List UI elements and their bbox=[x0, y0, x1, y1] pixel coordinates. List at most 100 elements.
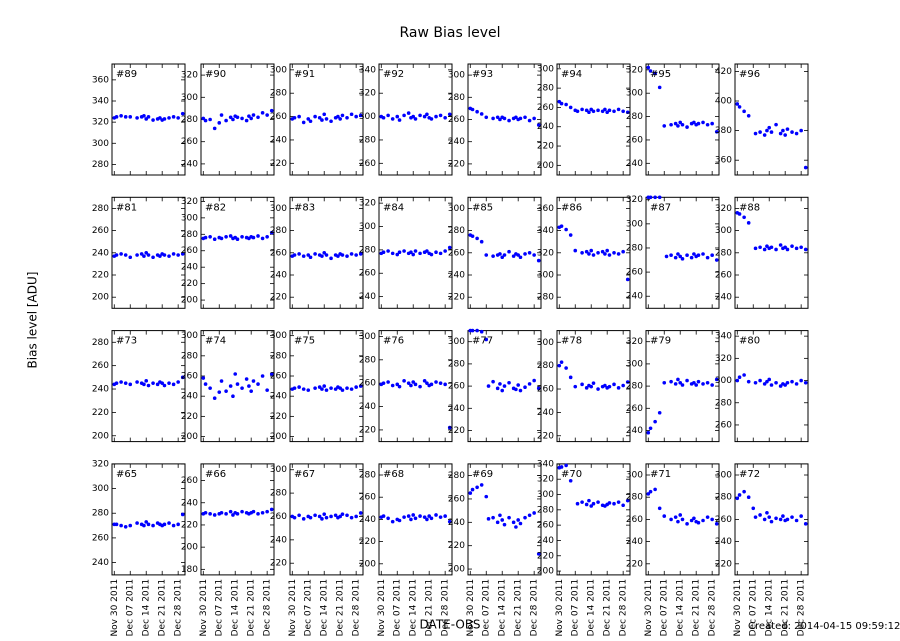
point bbox=[470, 234, 475, 238]
panel-frame bbox=[200, 330, 275, 443]
y-tick-label: 220 bbox=[537, 551, 554, 561]
y-tick-label: 240 bbox=[181, 159, 198, 169]
point bbox=[235, 512, 240, 516]
y-tick-label: 360 bbox=[537, 204, 554, 214]
panel-frame bbox=[200, 463, 275, 576]
point bbox=[251, 379, 256, 383]
point bbox=[308, 255, 313, 260]
point bbox=[580, 107, 584, 112]
point bbox=[128, 115, 133, 119]
point bbox=[358, 113, 363, 118]
point bbox=[612, 109, 616, 114]
x-tick-label: Dec 07 2011 bbox=[482, 579, 492, 637]
point bbox=[502, 253, 507, 257]
point bbox=[180, 111, 185, 116]
point bbox=[491, 116, 495, 121]
point bbox=[767, 515, 772, 519]
point bbox=[224, 389, 228, 393]
x-tick-label: Dec 28 2011 bbox=[441, 579, 451, 637]
point bbox=[575, 109, 580, 114]
point bbox=[612, 251, 616, 255]
point bbox=[518, 116, 523, 121]
point bbox=[146, 383, 151, 388]
point bbox=[162, 383, 167, 388]
point bbox=[527, 251, 532, 255]
point bbox=[447, 519, 452, 524]
y-tick-label: 240 bbox=[626, 426, 643, 436]
point bbox=[758, 130, 762, 134]
point bbox=[249, 389, 253, 393]
y-tick-label: 260 bbox=[92, 226, 109, 236]
point bbox=[413, 382, 418, 387]
y-tick-label: 320 bbox=[626, 65, 643, 75]
point bbox=[406, 111, 411, 115]
point bbox=[142, 254, 146, 258]
panel-frame bbox=[645, 196, 720, 309]
point bbox=[114, 115, 119, 119]
point bbox=[484, 253, 489, 257]
point bbox=[621, 249, 625, 254]
point bbox=[301, 517, 306, 521]
x-tick-label: Dec 21 2011 bbox=[247, 579, 257, 637]
point bbox=[514, 115, 518, 120]
point bbox=[313, 513, 317, 518]
y-tick-label: 260 bbox=[270, 112, 287, 122]
y-tick-label: 220 bbox=[270, 559, 287, 569]
x-tick-label: Dec 14 2011 bbox=[498, 579, 508, 637]
point bbox=[358, 384, 363, 388]
point bbox=[799, 378, 803, 383]
point bbox=[381, 381, 386, 385]
point bbox=[536, 552, 541, 556]
point bbox=[231, 513, 235, 517]
point bbox=[673, 515, 678, 519]
point bbox=[669, 379, 673, 384]
point bbox=[516, 253, 520, 257]
point bbox=[527, 118, 532, 123]
y-tick-label: 240 bbox=[270, 271, 287, 281]
y-tick-label: 320 bbox=[537, 475, 554, 485]
y-tick-label: 240 bbox=[537, 408, 554, 418]
x-tick-label: Dec 28 2011 bbox=[708, 579, 718, 637]
y-tick-label: 180 bbox=[181, 565, 198, 575]
point bbox=[580, 500, 584, 504]
point bbox=[354, 385, 358, 389]
point bbox=[470, 107, 475, 112]
y-tick-label: 300 bbox=[626, 359, 643, 369]
point bbox=[390, 519, 395, 524]
point bbox=[139, 252, 144, 256]
point bbox=[783, 245, 787, 250]
y-tick-label: 260 bbox=[537, 521, 554, 531]
point bbox=[135, 116, 139, 120]
point bbox=[500, 518, 505, 522]
point bbox=[746, 221, 751, 225]
point bbox=[486, 517, 491, 521]
point bbox=[769, 245, 774, 250]
point bbox=[470, 487, 475, 492]
point bbox=[158, 254, 162, 258]
point bbox=[758, 378, 762, 383]
point bbox=[507, 118, 511, 123]
point bbox=[418, 384, 422, 389]
x-tick-label: Dec 07 2011 bbox=[126, 579, 136, 637]
point bbox=[176, 380, 180, 384]
point bbox=[587, 498, 591, 503]
point bbox=[625, 380, 630, 384]
point bbox=[329, 256, 333, 261]
y-tick-label: 400 bbox=[715, 97, 732, 107]
point bbox=[587, 252, 591, 256]
y-tick-label: 280 bbox=[537, 293, 554, 303]
point bbox=[803, 380, 808, 385]
y-tick-label: 300 bbox=[626, 219, 643, 229]
y-tick-label: 280 bbox=[448, 226, 465, 236]
panel-frame bbox=[111, 63, 186, 176]
panel-title: #92 bbox=[383, 69, 404, 80]
point bbox=[176, 522, 180, 527]
point bbox=[235, 115, 240, 120]
point bbox=[769, 519, 774, 524]
point bbox=[329, 119, 333, 124]
point bbox=[737, 375, 742, 380]
point bbox=[657, 85, 662, 90]
point bbox=[803, 165, 808, 170]
point bbox=[386, 249, 390, 253]
point bbox=[402, 113, 406, 118]
